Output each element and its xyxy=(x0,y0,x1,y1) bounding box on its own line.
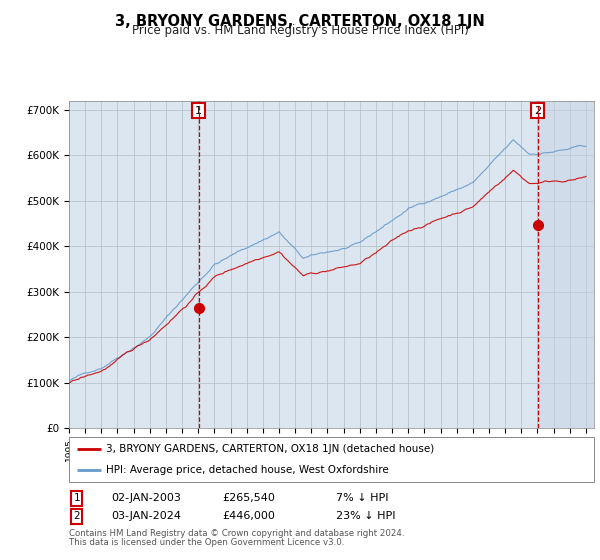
Text: Contains HM Land Registry data © Crown copyright and database right 2024.: Contains HM Land Registry data © Crown c… xyxy=(69,529,404,538)
Bar xyxy=(539,101,594,428)
Text: 2: 2 xyxy=(73,511,80,521)
Text: 23% ↓ HPI: 23% ↓ HPI xyxy=(336,511,395,521)
Text: This data is licensed under the Open Government Licence v3.0.: This data is licensed under the Open Gov… xyxy=(69,538,344,547)
Text: 2: 2 xyxy=(534,106,541,116)
Text: 1: 1 xyxy=(73,493,80,503)
Text: 3, BRYONY GARDENS, CARTERTON, OX18 1JN: 3, BRYONY GARDENS, CARTERTON, OX18 1JN xyxy=(115,14,485,29)
Text: Price paid vs. HM Land Registry's House Price Index (HPI): Price paid vs. HM Land Registry's House … xyxy=(131,24,469,37)
Text: 3, BRYONY GARDENS, CARTERTON, OX18 1JN (detached house): 3, BRYONY GARDENS, CARTERTON, OX18 1JN (… xyxy=(106,444,434,454)
Bar xyxy=(539,101,594,428)
Text: £265,540: £265,540 xyxy=(222,493,275,503)
Text: HPI: Average price, detached house, West Oxfordshire: HPI: Average price, detached house, West… xyxy=(106,464,389,474)
Text: £446,000: £446,000 xyxy=(222,511,275,521)
Text: 1: 1 xyxy=(195,106,202,116)
Text: 7% ↓ HPI: 7% ↓ HPI xyxy=(336,493,389,503)
Text: 02-JAN-2003: 02-JAN-2003 xyxy=(111,493,181,503)
Text: 03-JAN-2024: 03-JAN-2024 xyxy=(111,511,181,521)
